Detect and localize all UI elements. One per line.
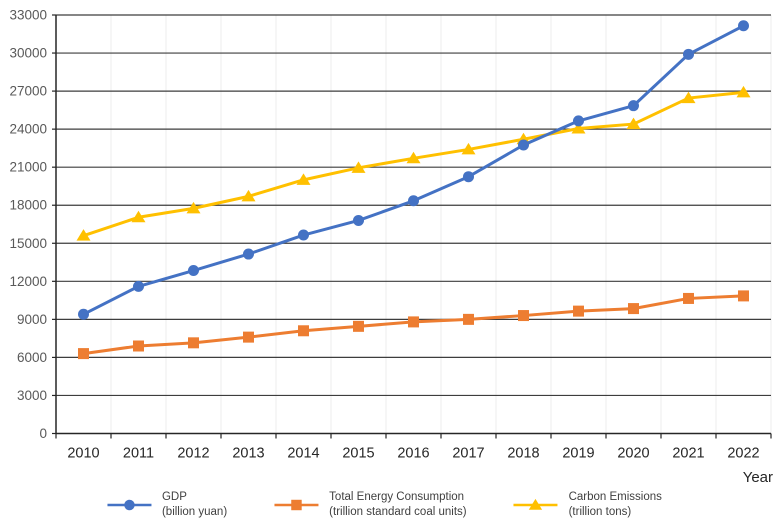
x-axis-title: Year: [742, 469, 773, 486]
y-tick-label: 27000: [9, 84, 47, 99]
legend-label-carbon: Carbon Emissions (trillion tons): [569, 490, 662, 520]
x-tick-label: 2016: [397, 446, 429, 462]
carbon-series-marker-icon: [513, 498, 558, 510]
legend-carbon-name: Carbon Emissions: [568, 491, 662, 504]
circle-marker: [738, 20, 749, 32]
y-tick-label: 33000: [9, 8, 47, 23]
circle-marker: [628, 100, 639, 112]
legend: GDP (billion yuan) Total Energy Consumpt…: [106, 490, 662, 520]
triangle-marker: [681, 91, 696, 104]
triangle-marker: [351, 161, 366, 173]
legend-energy-name: Total Energy Consumption: [329, 491, 465, 504]
y-tick-label: 15000: [9, 236, 47, 251]
circle-marker: [683, 48, 694, 60]
square-marker: [408, 316, 419, 328]
x-tick-label: 2012: [177, 446, 209, 462]
circle-marker: [408, 195, 419, 207]
circle-marker: [298, 229, 309, 241]
square-marker: [78, 348, 89, 360]
legend-label-energy: Total Energy Consumption (trillion stand…: [329, 490, 466, 520]
y-tick-label: 30000: [9, 46, 47, 61]
series-total-energy-consumption: [78, 290, 749, 360]
legend-item-gdp: GDP (billion yuan): [106, 490, 227, 520]
circle-marker: [133, 280, 144, 292]
energy-series-marker-icon: [274, 499, 319, 511]
triangle-marker: [131, 210, 146, 223]
gdp-series-marker-icon: [106, 499, 151, 511]
circle-marker: [243, 248, 254, 260]
legend-label-gdp: GDP (billion yuan): [162, 490, 227, 520]
y-tick-label: 9000: [17, 312, 47, 327]
y-tick-label: 6000: [17, 350, 47, 365]
x-tick-label: 2010: [67, 446, 99, 462]
square-marker: [290, 499, 302, 511]
y-tick-label: 12000: [9, 274, 47, 289]
x-tick-label: 2018: [507, 446, 539, 462]
triangle-marker: [571, 122, 586, 134]
series-gdp: [78, 20, 749, 320]
square-marker: [243, 331, 254, 343]
x-tick-label: 2019: [562, 446, 594, 462]
square-marker: [463, 313, 474, 325]
square-marker: [573, 305, 584, 317]
triangle-marker: [296, 173, 311, 185]
square-marker: [683, 292, 694, 304]
x-tick-label: 2022: [727, 446, 759, 462]
x-tick-label: 2021: [672, 446, 704, 462]
x-tick-label: 2011: [123, 446, 154, 462]
y-tick-label: 24000: [9, 122, 47, 137]
triangle-marker: [406, 151, 421, 164]
circle-marker: [518, 139, 529, 151]
triangle-marker: [76, 229, 91, 241]
triangle-marker: [528, 498, 543, 510]
series-carbon-emissions: [76, 85, 751, 241]
legend-gdp-unit: (billion yuan): [161, 506, 228, 519]
y-tick-label: 0: [39, 426, 47, 441]
square-marker: [298, 325, 309, 337]
circle-marker: [463, 171, 474, 183]
y-tick-label: 18000: [9, 198, 47, 213]
square-marker: [133, 340, 144, 352]
legend-item-energy: Total Energy Consumption (trillion stand…: [273, 490, 467, 520]
legend-carbon-unit: (trillion tons): [568, 506, 632, 519]
series-line: [83, 90, 744, 238]
square-marker: [518, 310, 529, 322]
y-tick-label: 3000: [17, 388, 47, 403]
triangle-marker: [736, 85, 751, 98]
legend-energy-unit: (trillion standard coal units): [329, 506, 467, 519]
legend-item-carbon: Carbon Emissions (trillion tons): [513, 490, 662, 520]
square-marker: [353, 320, 364, 332]
x-tick-label: 2015: [342, 446, 374, 462]
triangle-marker: [186, 201, 201, 214]
circle-marker: [573, 115, 584, 127]
triangle-marker: [241, 189, 256, 202]
x-tick-label: 2017: [452, 446, 484, 462]
circle-marker: [123, 499, 135, 511]
square-marker: [188, 337, 199, 349]
legend-gdp-name: GDP: [161, 491, 187, 504]
y-tick-label: 21000: [9, 160, 47, 175]
triangle-marker: [461, 142, 476, 155]
x-tick-label: 2013: [232, 446, 264, 462]
x-tick-label: 2020: [617, 446, 649, 462]
x-tick-label: 2014: [287, 446, 319, 462]
circle-marker: [78, 308, 89, 320]
square-marker: [738, 290, 749, 302]
triangle-marker: [626, 117, 641, 130]
square-marker: [628, 303, 639, 315]
series-line: [82, 24, 745, 316]
circle-marker: [353, 214, 364, 226]
circle-marker: [188, 265, 199, 277]
